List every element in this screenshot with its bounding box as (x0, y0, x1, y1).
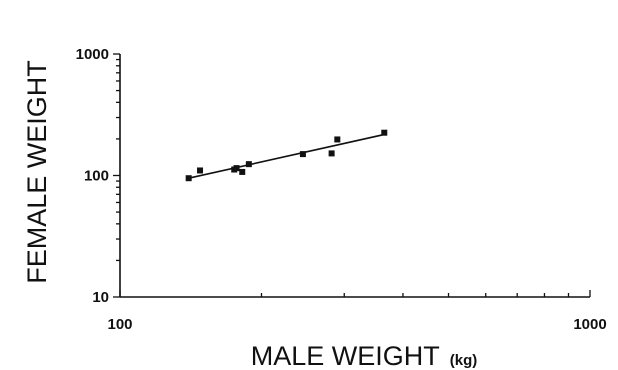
x-axis-unit: (kg) (450, 352, 478, 369)
data-point (245, 161, 252, 168)
data-point (185, 175, 192, 182)
data-point (381, 129, 388, 136)
y-axis (113, 53, 121, 298)
x-tick-label: 1000 (573, 316, 606, 333)
y-tick-label: 10 (92, 289, 109, 306)
x-axis (119, 290, 591, 298)
data-points (185, 129, 388, 182)
data-point (239, 168, 246, 175)
x-ticks (119, 290, 591, 297)
data-point (233, 165, 240, 172)
data-point (299, 151, 306, 158)
x-tick-labels: 100 1000 (107, 316, 606, 333)
y-tick-labels: 10 100 1000 (76, 46, 109, 306)
fit-line (188, 134, 383, 179)
x-axis-title-text: MALE WEIGHT (251, 341, 440, 370)
data-point (328, 150, 335, 157)
y-axis-title: FEMALE WEIGHT (22, 60, 52, 284)
y-tick-label: 1000 (76, 46, 109, 63)
x-tick-label: 100 (107, 316, 132, 333)
data-point (197, 167, 204, 174)
y-tick-label: 100 (84, 168, 109, 185)
x-axis-title: MALE WEIGHT (kg) (251, 341, 478, 370)
data-point (334, 136, 341, 143)
y-ticks (113, 53, 120, 298)
